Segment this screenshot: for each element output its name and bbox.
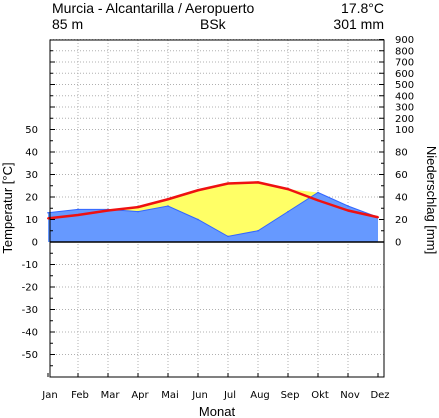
climate-class: BSk (200, 16, 226, 32)
month-label: Sep (281, 390, 300, 401)
left-tick-label: 10 (25, 215, 38, 226)
month-label: Mar (101, 390, 121, 401)
right-axis-title: Niederschlag [mm] (424, 146, 439, 254)
precipitation-point (137, 210, 139, 213)
precipitation-point (347, 205, 349, 207)
x-axis-title: Monat (199, 404, 236, 418)
month-label: Nov (340, 390, 360, 401)
right-tick-label: 20 (395, 215, 408, 226)
left-tick-label: -30 (22, 305, 38, 316)
temperature-point (77, 214, 79, 216)
left-tick-label: 20 (25, 193, 38, 204)
left-tick-label: -20 (22, 283, 38, 294)
temperature-point (257, 181, 259, 184)
left-tick-label: 30 (25, 170, 38, 181)
left-tick-label: -50 (22, 350, 38, 361)
temperature-point (287, 188, 289, 191)
precipitation-line (47, 191, 379, 237)
month-label: Feb (71, 390, 89, 401)
precipitation-point (47, 211, 49, 214)
mean-temperature: 17.8°C (341, 0, 384, 16)
precipitation-point (227, 235, 229, 238)
precipitation-point (317, 191, 319, 194)
right-tick-label: 400 (395, 91, 414, 102)
precipitation-point (77, 208, 79, 211)
right-tick-label: 700 (395, 58, 414, 69)
left-tick-label: 50 (25, 125, 38, 136)
temperature-line (47, 181, 379, 220)
temperature-point (107, 209, 109, 212)
left-axis-title: Temperatur [°C] (0, 162, 15, 253)
annual-precipitation: 301 mm (333, 16, 384, 32)
precipitation-point (197, 218, 199, 221)
right-tick-label: 200 (395, 114, 414, 125)
month-label: Jan (41, 390, 57, 401)
right-tick-label: 100 (395, 125, 414, 136)
right-tick-label: 80 (395, 148, 408, 159)
temperature-point (137, 206, 139, 209)
temperature-point (167, 198, 169, 201)
precipitation-point (167, 205, 169, 207)
temperature-point (47, 217, 49, 220)
month-label: Okt (311, 390, 329, 401)
precipitation-point (257, 229, 259, 232)
right-tick-label: 500 (395, 80, 414, 91)
month-label: Jul (223, 390, 236, 401)
right-tick-label: 300 (395, 103, 414, 114)
right-tick-label: 900 (395, 35, 414, 46)
month-label: Dez (370, 390, 389, 401)
left-tick-label: -10 (22, 260, 38, 271)
precipitation-point (287, 210, 289, 213)
temperature-point (317, 199, 319, 202)
left-tick-label: 0 (32, 238, 38, 249)
right-tick-label: 0 (395, 238, 401, 249)
left-tick-label: 40 (25, 148, 38, 159)
right-tick-label: 60 (395, 170, 408, 181)
station-altitude: 85 m (52, 16, 84, 32)
left-tick-label: -40 (22, 328, 38, 339)
temperature-point (227, 182, 229, 185)
temperature-point (377, 216, 379, 219)
month-label: Mai (161, 390, 179, 401)
precipitation-area (48, 192, 378, 242)
month-label: Apr (131, 390, 149, 401)
temperature-point (197, 189, 199, 192)
right-tick-label: 800 (395, 46, 414, 57)
station-name: Murcia - Alcantarilla / Aeropuerto (52, 0, 255, 16)
arid-period-area (48, 182, 378, 237)
temperature-point (347, 209, 349, 212)
month-label: Jun (191, 390, 208, 401)
right-tick-label: 40 (395, 193, 408, 204)
right-tick-label: 600 (395, 69, 414, 80)
month-label: Aug (250, 390, 270, 401)
